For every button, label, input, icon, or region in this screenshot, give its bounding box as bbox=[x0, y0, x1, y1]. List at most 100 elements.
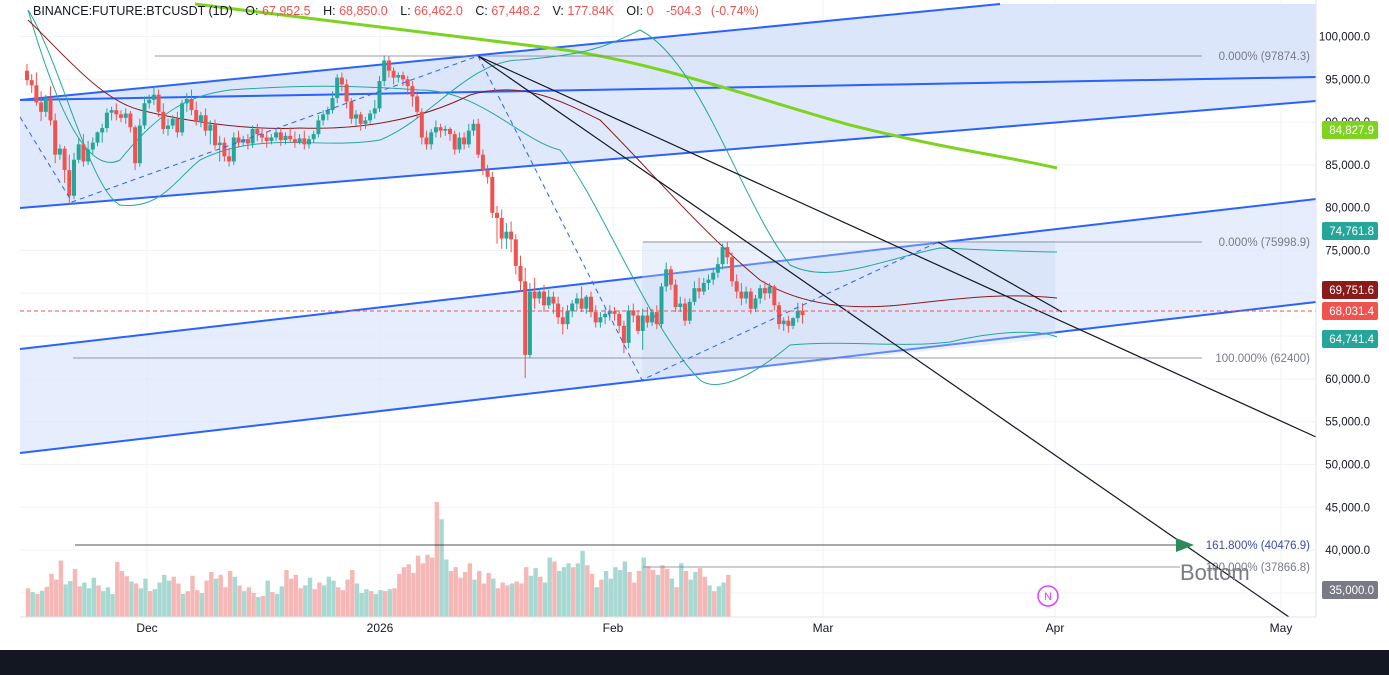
candle-body bbox=[565, 311, 570, 325]
drawings: 0.000% (97874.3) 0.000% (75998.9) 100.000%… bbox=[19, 51, 1317, 618]
symbol-label[interactable]: BINANCE:FUTURE:BTCUSDT (1D) bbox=[33, 4, 233, 18]
candle-body bbox=[711, 272, 716, 280]
volume-bar bbox=[434, 502, 440, 617]
volume-bar bbox=[632, 582, 637, 617]
volume-bar bbox=[650, 570, 656, 617]
price-tag bbox=[1322, 581, 1378, 599]
volume-bar bbox=[660, 565, 665, 617]
candle-body bbox=[335, 77, 340, 99]
channel-top-extension bbox=[20, 4, 1316, 100]
volume-bar bbox=[627, 571, 632, 617]
candle-body bbox=[133, 127, 138, 164]
x-tick-label: Dec bbox=[136, 621, 157, 635]
indicators bbox=[27, 2, 1058, 385]
volume-bar bbox=[500, 582, 505, 617]
candle-body bbox=[354, 114, 358, 119]
volume-bar bbox=[439, 519, 444, 617]
candle-body bbox=[363, 120, 368, 124]
volume-bar bbox=[157, 582, 162, 617]
candle-body bbox=[800, 310, 805, 316]
candle-body bbox=[198, 115, 203, 123]
x-tick-label: Feb bbox=[603, 621, 624, 635]
candle-body bbox=[424, 137, 429, 145]
candle-body bbox=[725, 247, 730, 258]
candle-body bbox=[598, 317, 603, 323]
open-label: O: bbox=[245, 4, 259, 18]
candle-body bbox=[260, 134, 264, 138]
price-axis-bg bbox=[1316, 0, 1389, 650]
volume-bar bbox=[49, 573, 54, 617]
candle-body bbox=[53, 120, 58, 155]
candle-body bbox=[236, 137, 241, 143]
candle-body bbox=[104, 112, 109, 129]
candle-body bbox=[762, 288, 767, 294]
volume-bar bbox=[39, 590, 45, 617]
volume-bar bbox=[613, 567, 618, 617]
candle-body bbox=[772, 286, 777, 306]
volume-bar bbox=[608, 578, 613, 617]
candle-body bbox=[292, 139, 297, 143]
oi-label: OI: bbox=[626, 4, 644, 18]
candle-body bbox=[307, 139, 311, 145]
volume-bar bbox=[589, 573, 595, 617]
volume-bar bbox=[82, 582, 87, 617]
trendline-2 bbox=[477, 55, 1290, 618]
volume-bar bbox=[133, 583, 139, 617]
volume-bar bbox=[594, 587, 599, 617]
x-tick-label: 2026 bbox=[367, 621, 394, 635]
candle-body bbox=[786, 320, 791, 326]
volume-bar bbox=[232, 576, 237, 617]
candle-body bbox=[668, 269, 673, 285]
price-tag-label: 84,827.9 bbox=[1329, 125, 1374, 137]
volume-bar bbox=[415, 555, 421, 617]
price-tag bbox=[1322, 302, 1378, 320]
candle-body bbox=[603, 313, 608, 318]
price-tag bbox=[1322, 330, 1378, 348]
volume-bar bbox=[317, 582, 322, 617]
candle-body bbox=[570, 303, 575, 312]
fib-level-label: 0.000% (97874.3) bbox=[1219, 51, 1311, 63]
candle-body bbox=[626, 310, 631, 343]
axes: 100,000.095,000.090,000.085,000.080,000.… bbox=[20, 0, 1389, 650]
candle-body bbox=[744, 291, 749, 299]
candle-body bbox=[222, 142, 227, 157]
candle-body bbox=[795, 310, 800, 319]
volume-bar bbox=[514, 581, 519, 617]
candle-body bbox=[645, 315, 650, 323]
candle-body bbox=[659, 286, 664, 325]
candle-body bbox=[316, 120, 321, 135]
candle-body bbox=[433, 127, 438, 133]
candle-body bbox=[321, 114, 326, 121]
candle-body bbox=[471, 123, 476, 131]
candle-body bbox=[283, 135, 288, 141]
volume-bar bbox=[237, 585, 242, 617]
candle-body bbox=[358, 114, 363, 124]
candle-body bbox=[86, 149, 91, 162]
volume-bar bbox=[580, 550, 585, 617]
volume-bar bbox=[204, 580, 209, 617]
candle-body bbox=[62, 148, 67, 171]
candle-body bbox=[119, 114, 123, 118]
volume-bar bbox=[665, 569, 670, 617]
volume-bar bbox=[420, 563, 425, 617]
candle-body bbox=[495, 212, 499, 218]
candle-body bbox=[556, 303, 561, 318]
volume-bar bbox=[571, 567, 576, 617]
volume-bar bbox=[430, 557, 435, 617]
volume-bar bbox=[152, 589, 158, 617]
candle-body bbox=[57, 148, 62, 155]
price-tag bbox=[1322, 281, 1378, 299]
volume-bar bbox=[702, 576, 707, 617]
volume-bar bbox=[96, 585, 101, 617]
volume-bar bbox=[392, 588, 397, 617]
candle-body bbox=[636, 315, 640, 331]
news-marker-label: N bbox=[1044, 591, 1052, 603]
volume-bar bbox=[509, 583, 515, 617]
volume-bar bbox=[566, 563, 571, 617]
y-tick-label: 55,000.0 bbox=[1325, 417, 1370, 429]
price-tag bbox=[1322, 222, 1378, 240]
volume-bar bbox=[622, 561, 628, 617]
close-value: 67,448.2 bbox=[491, 4, 540, 18]
